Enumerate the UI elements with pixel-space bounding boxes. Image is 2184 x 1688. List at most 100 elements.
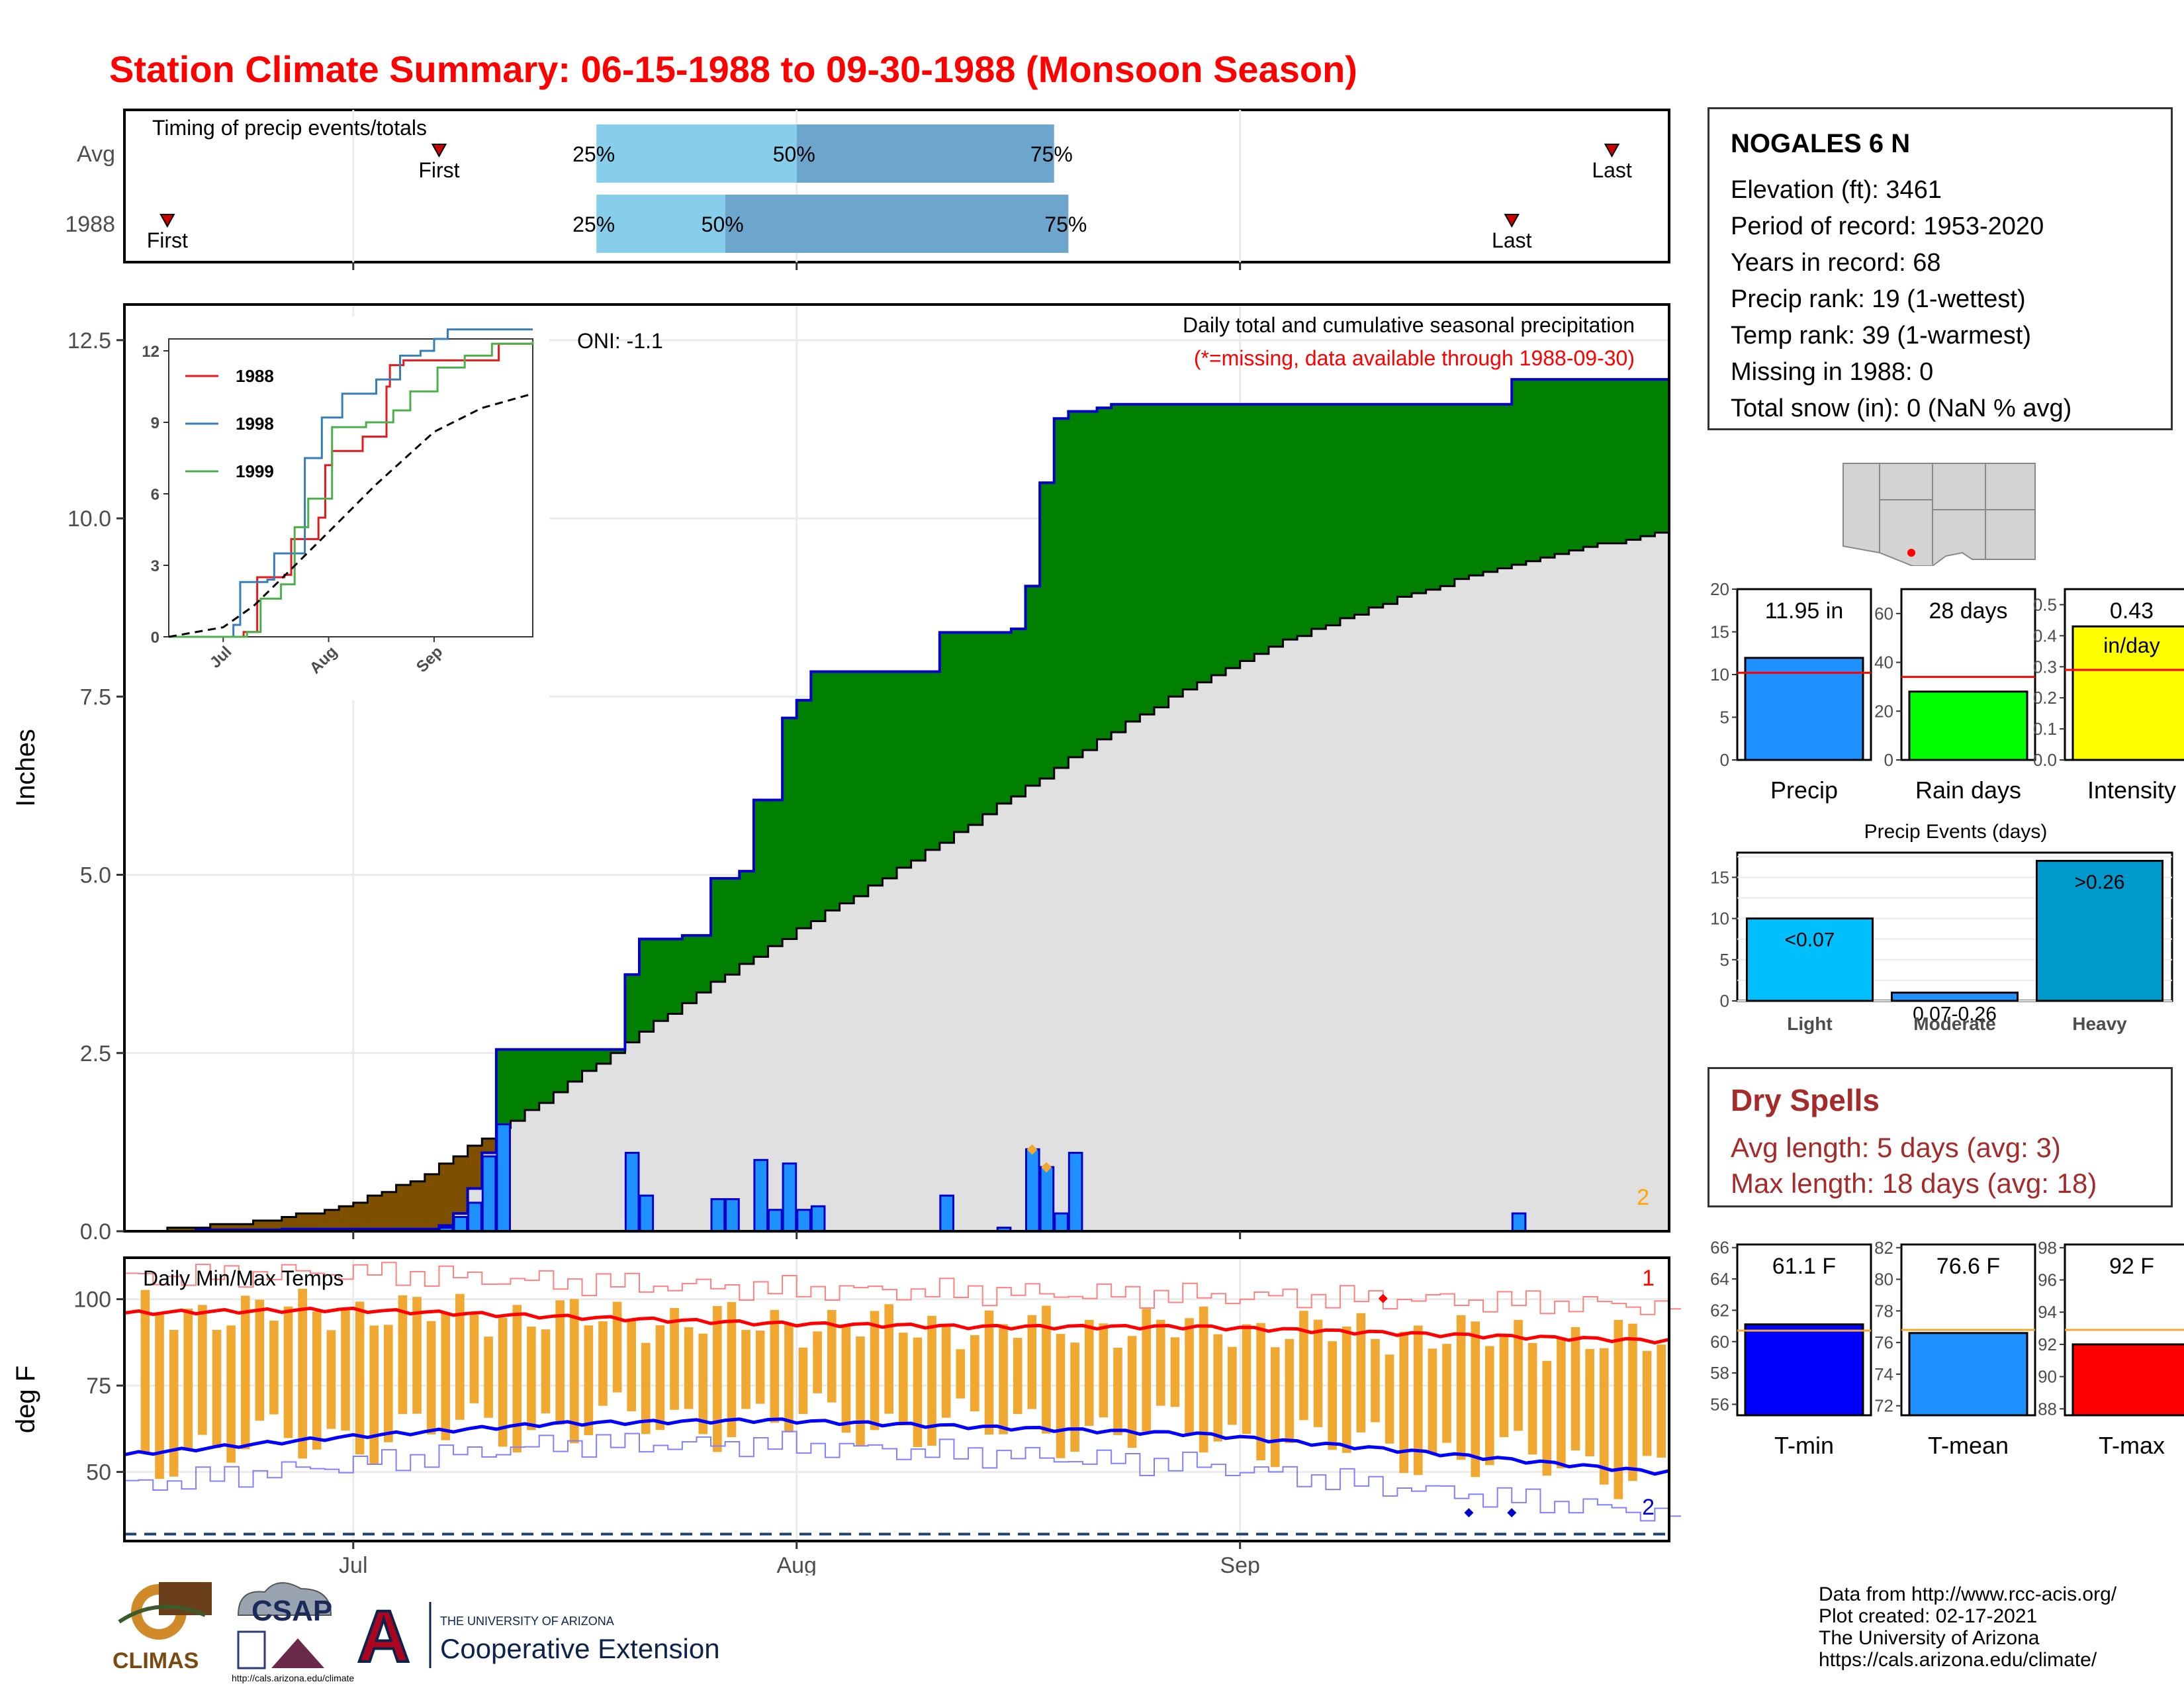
csap-logo: CSAP http://cals.arizona.edu/climate bbox=[232, 1582, 354, 1683]
daily-temp-bar bbox=[1399, 1331, 1408, 1474]
main-ytick-label: 2.5 bbox=[80, 1041, 111, 1066]
main-ytick-label: 0.0 bbox=[80, 1219, 111, 1244]
inset-ytick-label: 3 bbox=[151, 557, 159, 575]
rain-days-ytick-label: 0 bbox=[1884, 750, 1893, 770]
daily-temp-bar bbox=[1113, 1348, 1122, 1436]
daily-temp-bar bbox=[1527, 1342, 1537, 1455]
credits: Data from http://www.rcc-acis.org/ Plot … bbox=[1819, 1583, 2116, 1671]
daily-temp-bar bbox=[555, 1300, 565, 1425]
tmean-ytick-label: 74 bbox=[1874, 1364, 1893, 1384]
record-min-line bbox=[124, 1430, 1681, 1522]
timing-q75-label: 75% bbox=[1044, 212, 1087, 236]
daily-temp-bar bbox=[240, 1295, 250, 1450]
daily-temp-bar bbox=[1614, 1319, 1623, 1499]
daily-temp-bar bbox=[298, 1288, 307, 1459]
daily-temp-bar bbox=[1285, 1338, 1295, 1444]
daily-temp-bar bbox=[341, 1309, 350, 1431]
tmax-title: T-max bbox=[2099, 1432, 2165, 1459]
daily-precip-bar bbox=[1068, 1152, 1083, 1233]
daily-temp-bar bbox=[913, 1337, 923, 1447]
timing-q50-label: 50% bbox=[702, 212, 744, 236]
daily-temp-bar bbox=[283, 1306, 293, 1438]
oni-label: ONI: -1.1 bbox=[577, 329, 663, 353]
daily-temp-bar bbox=[384, 1325, 393, 1442]
ua-logo: A THE UNIVERSITY OF ARIZONA Cooperative … bbox=[356, 1595, 720, 1679]
daily-temp-bar bbox=[984, 1310, 994, 1435]
station-info-box: NOGALES 6 N Elevation (ft): 3461 Period … bbox=[1707, 107, 2173, 430]
precip-events-chart: Precip Events (days) 0 5 10 15 <0.07 Light 0.07… bbox=[1710, 821, 2173, 1034]
daily-precip-bar bbox=[710, 1198, 726, 1233]
timing-panel: Timing of precip events/totals 25% 50% 75% A… bbox=[65, 109, 1670, 270]
daily-temp-bar bbox=[956, 1349, 966, 1399]
event-bar-label: >0.26 bbox=[2075, 871, 2125, 893]
timing-row-label-Avg: Avg bbox=[77, 142, 115, 167]
events-ytick-label: 15 bbox=[1710, 867, 1729, 887]
tmax-ytick-label: 92 bbox=[2038, 1335, 2057, 1354]
main-frame bbox=[123, 303, 1670, 1233]
inset-line-1999 bbox=[169, 341, 534, 638]
daily-temp-bar bbox=[312, 1311, 322, 1450]
daily-temp-bar bbox=[670, 1307, 679, 1410]
precip-summary-bars: 0 5 10 15 20 11.95 in Precip 0 20 40 60 28 days Rain… bbox=[1710, 579, 2184, 804]
daily-temp-bar bbox=[1156, 1319, 1165, 1406]
tmin-ytick-label: 62 bbox=[1710, 1300, 1729, 1320]
tmax-ytick-label: 88 bbox=[2038, 1399, 2057, 1419]
event-bar-label: 0.07-0.26 bbox=[1913, 1004, 1997, 1025]
timing-last-marker-Avg bbox=[1604, 144, 1620, 158]
inset-frame bbox=[168, 338, 533, 637]
daily-temp-bar bbox=[1056, 1334, 1066, 1458]
daily-temp-bar bbox=[155, 1314, 164, 1479]
timing-first-marker-Avg bbox=[431, 144, 447, 158]
daily-precip-bar bbox=[810, 1205, 826, 1233]
temp-xtick-label: Jul bbox=[339, 1553, 367, 1575]
daily-precip-bar bbox=[624, 1152, 640, 1233]
temp-ytick-label: 100 bbox=[73, 1288, 111, 1313]
tmin-ytick-label: 58 bbox=[1710, 1363, 1729, 1383]
event-bar-heavy bbox=[2036, 859, 2163, 1002]
daily-temp-bar bbox=[484, 1336, 493, 1418]
daily-temp-bar bbox=[841, 1326, 851, 1433]
daily-temp-bar bbox=[1499, 1335, 1509, 1437]
daily-precip-bar bbox=[467, 1201, 482, 1233]
main-annotation-title: Daily total and cumulative seasonal prec… bbox=[1183, 313, 1635, 337]
temp-ytick-label: 50 bbox=[86, 1460, 111, 1485]
daily-temp-bar bbox=[884, 1304, 893, 1414]
temp-ytick-label: 75 bbox=[86, 1374, 111, 1399]
daily-temp-bar bbox=[1342, 1326, 1351, 1453]
daily-temp-bar bbox=[326, 1330, 336, 1429]
tmax-ytick-label: 98 bbox=[2038, 1238, 2057, 1258]
daily-temp-bar bbox=[226, 1325, 236, 1463]
credit-url: https://cals.arizona.edu/climate/ bbox=[1819, 1649, 2097, 1671]
daily-temp-bar bbox=[1127, 1336, 1137, 1448]
daily-temp-bar bbox=[369, 1325, 379, 1465]
daily-temp-bar bbox=[1642, 1350, 1652, 1456]
inset-ytick-label: 12 bbox=[142, 343, 159, 361]
station-temp-rank: Temp rank: 39 (1-warmest) bbox=[1731, 322, 2032, 350]
record-low-marker bbox=[1507, 1508, 1517, 1518]
daily-temp-bar bbox=[1099, 1323, 1109, 1418]
daily-temp-bar bbox=[584, 1325, 594, 1436]
daily-temp-bar bbox=[1542, 1360, 1552, 1476]
daily-precip-bar bbox=[1511, 1212, 1527, 1233]
record-low-marker bbox=[1464, 1508, 1474, 1518]
inset-ytick-label: 6 bbox=[151, 486, 159, 504]
intensity-ytick-label: 0.3 bbox=[2033, 657, 2057, 677]
daily-temp-bar bbox=[941, 1324, 951, 1418]
precip-total-ytick-label: 10 bbox=[1710, 665, 1729, 684]
events-ytick-label: 0 bbox=[1720, 991, 1729, 1011]
daily-temp-bar bbox=[169, 1330, 179, 1477]
rain-days-ytick-label: 20 bbox=[1874, 701, 1893, 721]
timing-iqr-low-1988 bbox=[596, 195, 725, 253]
daily-temp-bar bbox=[1070, 1342, 1079, 1452]
daily-precip-bar bbox=[768, 1209, 783, 1233]
timing-first-label: First bbox=[147, 228, 188, 252]
tmax-bar bbox=[2071, 1343, 2184, 1417]
timing-first-label: First bbox=[418, 158, 459, 182]
timing-q75-label: 75% bbox=[1030, 142, 1073, 166]
daily-precip-bar bbox=[796, 1209, 811, 1233]
timing-last-label: Last bbox=[1592, 158, 1632, 182]
timing-q25-label: 25% bbox=[572, 142, 615, 166]
locator-map bbox=[1840, 460, 2038, 566]
intensity-ytick-label: 0.5 bbox=[2033, 594, 2057, 614]
avg-min-line bbox=[124, 1417, 1670, 1476]
